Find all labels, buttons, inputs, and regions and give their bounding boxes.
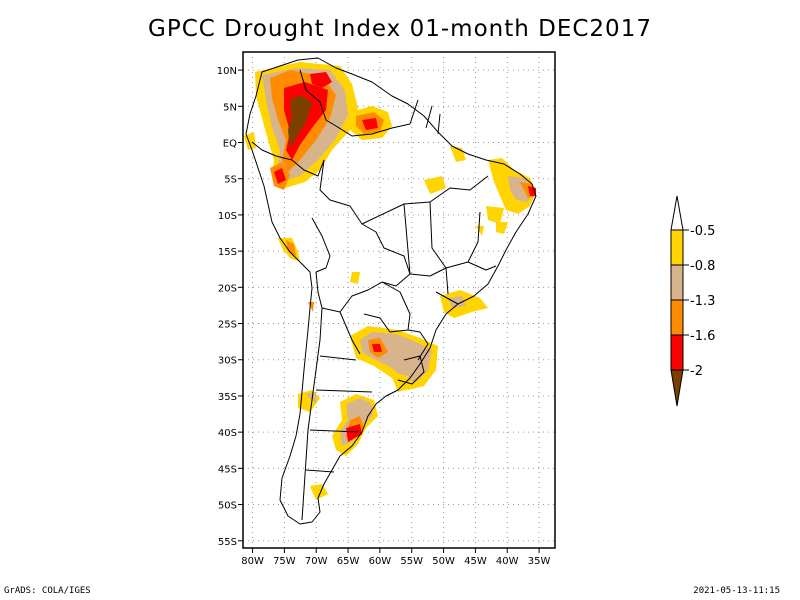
patch-yellow-central-brazil <box>424 176 446 194</box>
lat-tick-label: 40S <box>218 428 237 439</box>
footer-credit: GrADS: COLA/IGES <box>4 586 91 596</box>
legend-box-red <box>670 334 684 371</box>
border-peru-brazil <box>319 159 363 225</box>
coastline <box>245 57 537 525</box>
color-legend: -0.5 -0.8 -1.3 -1.6 -2 <box>670 195 715 407</box>
lat-tick-label: 10S <box>218 211 237 222</box>
border-bolivia-paraguay <box>339 281 383 313</box>
patch-yellow-bolivia <box>350 272 360 284</box>
patch-tan-central-chile <box>306 392 316 404</box>
patch-yellow-minas <box>476 226 484 236</box>
border-colombia-peru <box>275 155 325 177</box>
border-peru-bolivia <box>311 217 331 273</box>
lat-tick-label: 10N <box>217 66 237 77</box>
patch-orange-peru-south <box>286 240 296 256</box>
border-brazil-bolivia <box>361 223 411 287</box>
lat-tick-label: 15S <box>218 247 237 258</box>
legend-label: -2 <box>690 364 703 379</box>
lat-tick-label: 5N <box>223 102 237 113</box>
patch-red-peru-north-core <box>274 168 286 184</box>
patch-yellow-bahia <box>486 206 504 224</box>
patch-yellow-uruguay-coast <box>390 372 412 392</box>
lon-tick-label: 75W <box>273 556 296 567</box>
lon-tick-label: 45W <box>464 556 487 567</box>
lat-tick-label: 35S <box>218 392 237 403</box>
legend-top-arrow <box>670 195 684 231</box>
lon-tick-label: 70W <box>305 556 328 567</box>
patch-brown-northwest <box>288 95 312 148</box>
footer-timestamp: 2021-05-13-11:15 <box>693 586 780 596</box>
border-chile-argentina <box>301 307 323 521</box>
continent-outline <box>245 57 537 525</box>
patch-red-patagonia <box>346 424 362 442</box>
border-bolivia-chile <box>315 271 341 313</box>
legend-label: -0.8 <box>690 259 715 274</box>
patch-orange-chile-north <box>308 302 314 312</box>
patch-red-ne-argentina <box>372 344 382 352</box>
lat-tick-label: 5S <box>224 175 237 186</box>
border-brazil-internal-4 <box>409 267 459 305</box>
patch-red-venezuela-east <box>362 118 378 130</box>
lat-tick-label: 20S <box>218 283 237 294</box>
lon-tick-label: 50W <box>432 556 455 567</box>
lat-tick-label: 50S <box>218 501 237 512</box>
patch-tan-sao-paulo <box>448 296 466 308</box>
lon-tick-label: 40W <box>496 556 519 567</box>
lat-tick-label: 55S <box>218 537 237 548</box>
patch-yellow-chubut <box>310 484 328 500</box>
lat-tick-label: 25S <box>218 320 237 331</box>
lon-tick-label: 65W <box>337 556 360 567</box>
border-brazil-internal-1 <box>361 175 489 225</box>
border-colombia-venezuela <box>299 69 337 127</box>
border-brazil-internal-3 <box>445 261 497 295</box>
lat-tick-label: 45S <box>218 464 237 475</box>
patch-yellow-bahia-2 <box>496 222 508 234</box>
legend-label: -0.5 <box>690 224 715 239</box>
border-ecuador <box>251 141 277 157</box>
lon-tick-label: 55W <box>400 556 423 567</box>
lon-tick-label: 60W <box>369 556 392 567</box>
legend-box-tan <box>670 264 684 301</box>
lon-tick-label: 80W <box>241 556 264 567</box>
legend-label: -1.3 <box>690 294 715 309</box>
patch-red-ne-colombia <box>310 72 332 88</box>
patch-yellow-guianas <box>450 146 466 162</box>
drought-patches <box>244 62 536 500</box>
lat-tick-label: 30S <box>218 356 237 367</box>
border-guianas <box>409 99 441 135</box>
border-uruguay <box>397 355 425 385</box>
map-title: GPCC Drought Index 01-month DEC2017 <box>148 16 652 42</box>
border-venezuela-brazil <box>335 123 411 137</box>
map-frame <box>242 51 556 549</box>
border-brazil-internal-2 <box>403 201 481 275</box>
legend-label: -1.6 <box>690 329 715 344</box>
legend-bottom-arrow <box>670 369 684 407</box>
legend-box-orange <box>670 299 684 336</box>
legend-box-yellow <box>670 229 684 266</box>
lon-tick-label: 35W <box>528 556 551 567</box>
border-argentina-internal <box>305 311 373 473</box>
border-paraguay-brazil <box>363 281 411 333</box>
lat-tick-label: EQ <box>223 139 237 150</box>
border-argentina-brazil <box>407 329 429 361</box>
